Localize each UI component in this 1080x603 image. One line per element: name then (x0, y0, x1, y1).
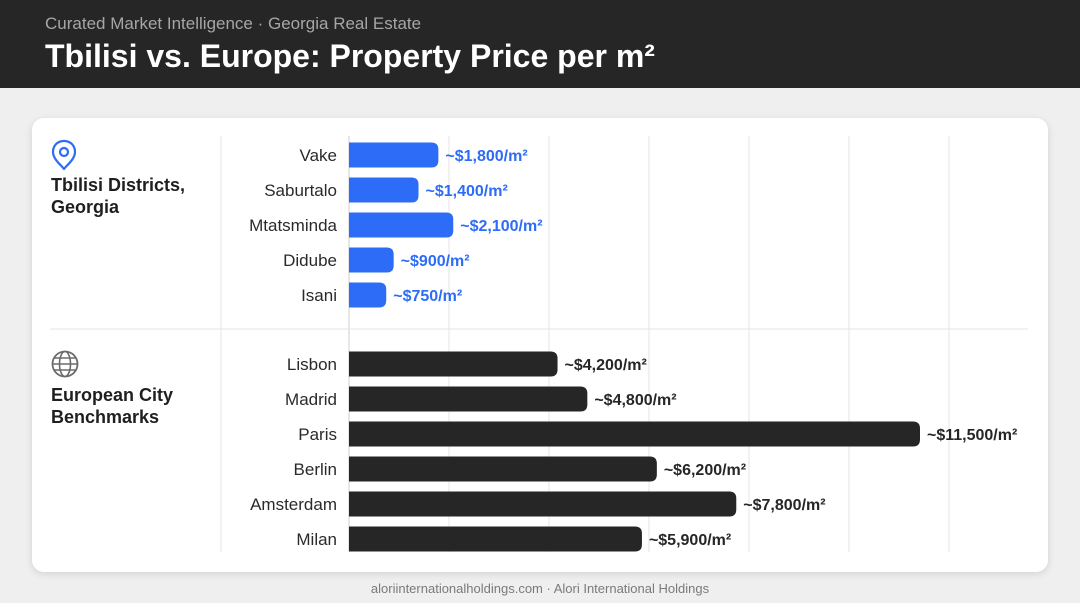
category-label: Vake (300, 146, 338, 165)
data-label: ~$4,200/m² (565, 357, 647, 374)
data-label: ~$1,800/m² (445, 148, 527, 165)
bar (349, 177, 419, 203)
category-label: Paris (298, 425, 337, 444)
data-label: ~$4,800/m² (594, 392, 676, 409)
data-label: ~$7,800/m² (743, 497, 825, 514)
category-label: Berlin (294, 460, 337, 479)
category-label: Madrid (285, 390, 337, 409)
chart-card: Tbilisi Districts, Georgia Vake ~$1,800/m² S… (32, 118, 1048, 572)
group-title-line: Benchmarks (51, 407, 159, 427)
bar (349, 456, 657, 482)
data-label: ~$11,500/m² (927, 427, 1017, 444)
globe-icon (51, 350, 79, 378)
header-eyebrow: Curated Market Intelligence · Georgia Re… (45, 14, 422, 33)
location-pin-icon (51, 139, 77, 171)
header-bar: Curated Market Intelligence · Georgia Re… (0, 0, 1080, 88)
bar (349, 491, 737, 517)
category-label: Amsterdam (250, 495, 337, 514)
group-title-line: Georgia (51, 197, 120, 217)
category-label: Milan (296, 530, 337, 549)
bar (349, 142, 439, 168)
data-label: ~$1,400/m² (426, 183, 508, 200)
category-label: Mtatsminda (249, 216, 337, 235)
data-label: ~$6,200/m² (664, 462, 746, 479)
data-label: ~$750/m² (393, 288, 462, 305)
bar (349, 212, 454, 238)
category-label: Lisbon (287, 355, 337, 374)
page-title: Tbilisi vs. Europe: Property Price per m… (45, 38, 655, 74)
group-title-line: European City (51, 385, 173, 405)
bar-chart: Tbilisi Districts,Georgia Vake ~$1,800/m² S… (50, 136, 1028, 552)
category-label: Saburtalo (264, 181, 337, 200)
bar (349, 351, 558, 377)
data-label: ~$900/m² (401, 253, 470, 270)
bar (349, 386, 588, 412)
category-label: Isani (301, 286, 337, 305)
bar (349, 247, 394, 273)
data-label: ~$2,100/m² (460, 218, 542, 235)
bar (349, 421, 920, 447)
footer-credit: aloriinternationalholdings.com · Alori I… (370, 581, 710, 596)
bar (349, 526, 642, 552)
group-title-line: Tbilisi Districts, (51, 175, 185, 195)
data-label: ~$5,900/m² (649, 532, 731, 549)
category-label: Didube (283, 251, 337, 270)
bar (349, 282, 387, 308)
